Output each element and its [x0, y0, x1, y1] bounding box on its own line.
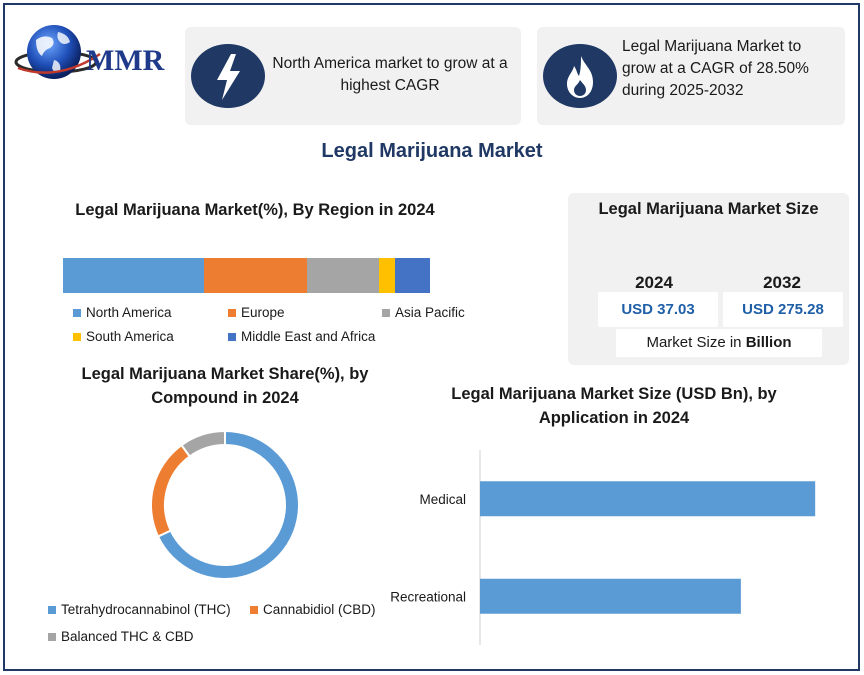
donut-slice-tetrahydrocannabinol-thc [156, 429, 300, 580]
legend-swatch [382, 308, 390, 317]
bar-medical [480, 481, 816, 517]
globe-icon [14, 25, 101, 79]
logo-text: MMR [86, 44, 165, 77]
value-2024: USD 37.03 [598, 292, 718, 327]
logo: MMR [14, 18, 174, 88]
year-2024-label: 2024 [635, 273, 673, 292]
legend-label: Balanced THC & CBD [61, 629, 194, 644]
legend-swatch [48, 632, 56, 641]
bar-segment-middle-east-and-africa [395, 258, 430, 293]
legend-item-north-america: North America [73, 305, 172, 320]
legend-item-europe: Europe [228, 305, 285, 320]
legend-swatch [48, 605, 56, 614]
legend-item-asia-pacific: Asia Pacific [382, 305, 465, 320]
region-stacked-bar [63, 258, 430, 293]
market-size-title: Legal Marijuana Market Size [598, 200, 819, 218]
legend-label: Middle East and Africa [241, 329, 376, 344]
application-chart-title: Legal Marijuana Market Size (USD Bn), by… [451, 385, 777, 427]
application-bar-chart: Medical Recreational [390, 450, 816, 645]
year-2032-label: 2032 [763, 273, 801, 292]
market-size-unit: Market Size in Billion [616, 329, 822, 357]
donut-slice-cannabidiol-cbd [150, 443, 192, 538]
main-title: Legal Marijuana Market [321, 140, 543, 162]
legend-swatch [228, 308, 236, 317]
region-chart-title: Legal Marijuana Market(%), By Region in … [75, 201, 435, 219]
legend-label: Cannabidiol (CBD) [263, 602, 376, 617]
category-label-medical: Medical [419, 492, 466, 507]
legend-label: Europe [241, 305, 285, 320]
legend-swatch [73, 332, 81, 341]
legend-swatch [250, 605, 258, 614]
legend-item-cannabidiol-cbd: Cannabidiol (CBD) [250, 602, 376, 617]
lightning-bolt-icon [191, 44, 265, 108]
category-label-recreational: Recreational [390, 589, 466, 604]
bar-segment-asia-pacific [307, 258, 379, 293]
legend-label: Tetrahydrocannabinol (THC) [61, 602, 231, 617]
bar-segment-north-america [63, 258, 205, 293]
legend-label: Asia Pacific [395, 305, 465, 320]
unit-prefix: Market Size in [646, 334, 742, 351]
bar-segment-south-america [378, 258, 396, 293]
bar-segment-europe [204, 258, 308, 293]
legend-item-middle-east-and-africa: Middle East and Africa [228, 329, 375, 344]
market-size-panel: Legal Marijuana Market Size 2024 2032 US… [568, 193, 849, 365]
flame-icon [543, 44, 617, 108]
donut-slice-balanced-thc-cbd [180, 429, 226, 458]
compound-chart-title: Legal Marijuana Market Share(%), by Comp… [81, 365, 369, 407]
info-card-cagr-region: North America market to grow at a highes… [185, 27, 521, 125]
legend-item-balanced-thc-cbd: Balanced THC & CBD [48, 629, 194, 644]
legend-item-tetrahydrocannabinol-thc: Tetrahydrocannabinol (THC) [48, 602, 231, 617]
legend-swatch [228, 332, 236, 341]
info-card-cagr-market: Legal Marijuana Market to grow at a CAGR… [537, 27, 845, 125]
legend-label: South America [86, 329, 174, 344]
unit-bold: Billion [745, 334, 792, 351]
compound-donut-chart [150, 429, 300, 580]
legend-swatch [73, 308, 81, 317]
legend-item-south-america: South America [73, 329, 174, 344]
info-card-text: North America market to grow at a highes… [272, 55, 508, 94]
info-card-text: Legal Marijuana Market to grow at a CAGR… [622, 38, 809, 99]
legend-label: North America [86, 305, 172, 320]
value-2032: USD 275.28 [723, 292, 843, 327]
bar-recreational [480, 578, 741, 614]
